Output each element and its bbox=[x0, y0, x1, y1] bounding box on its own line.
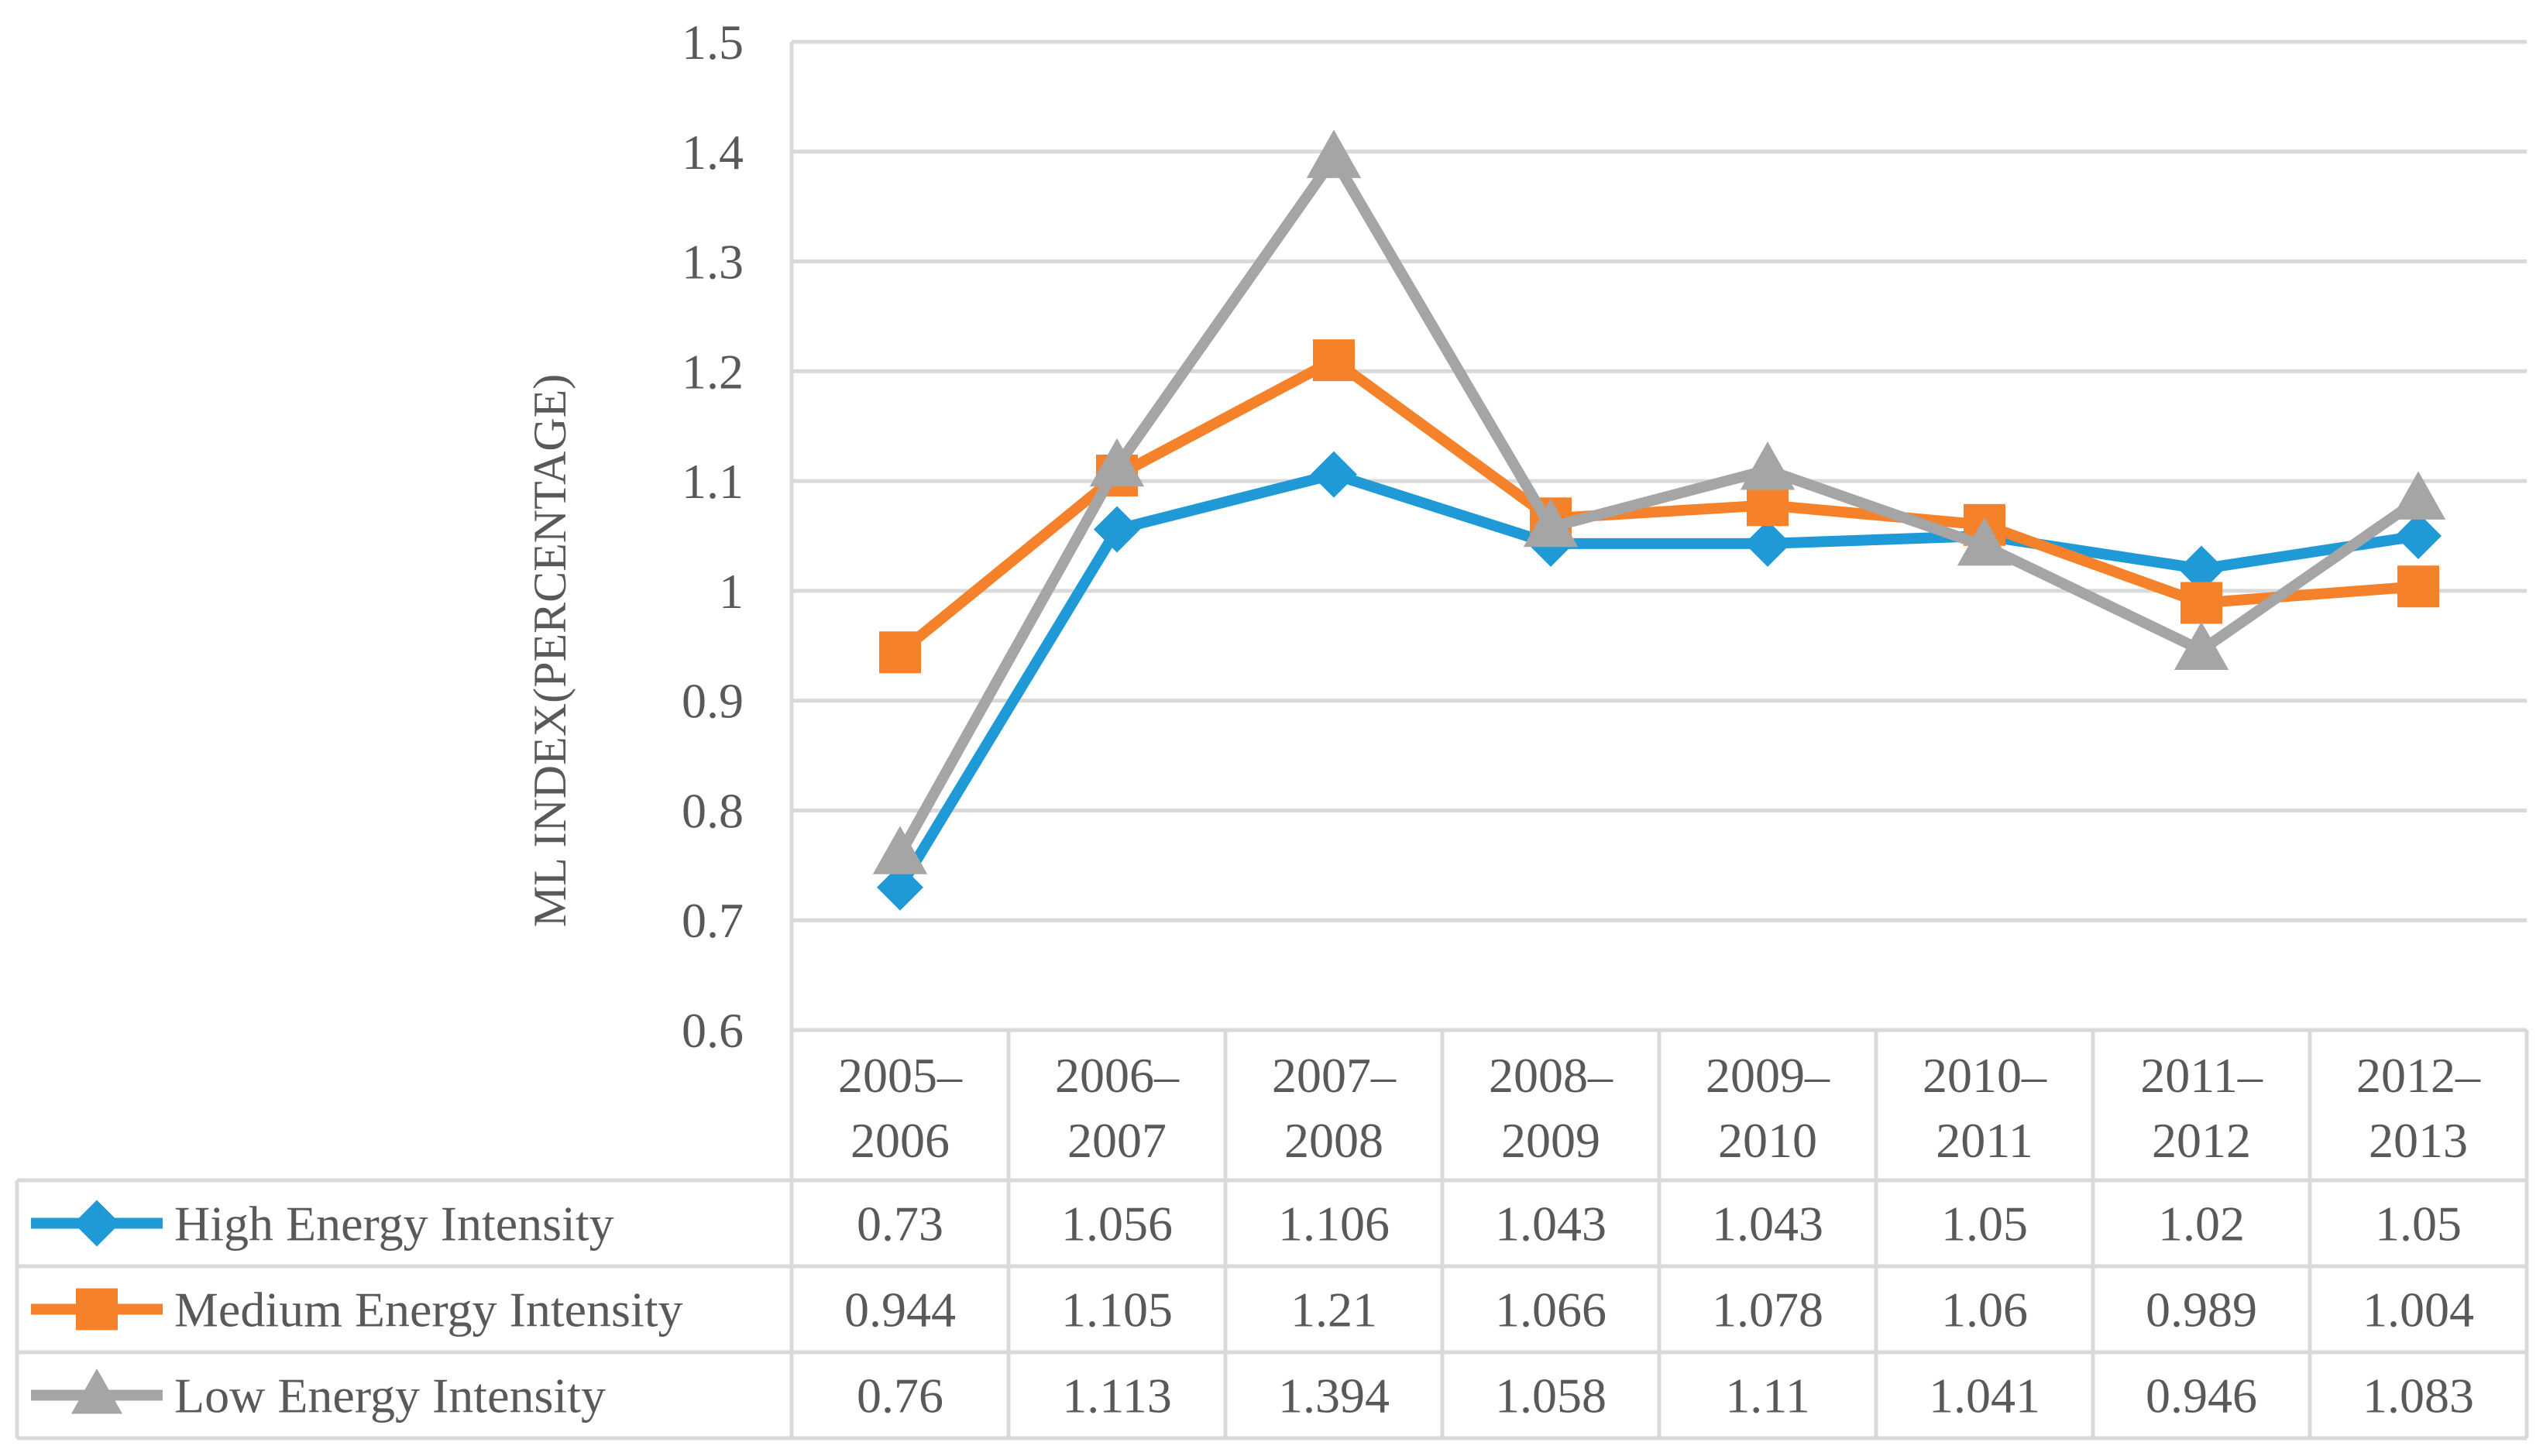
data-point-square bbox=[1313, 339, 1355, 382]
data-point-triangle bbox=[2174, 621, 2229, 671]
data-point-diamond bbox=[1311, 451, 1357, 498]
data-point-triangle bbox=[71, 1368, 122, 1414]
data-point-diamond bbox=[877, 864, 923, 911]
y-tick-label: 0.6 bbox=[682, 1003, 744, 1058]
y-tick-label: 1.1 bbox=[682, 454, 744, 509]
gridlines bbox=[789, 39, 2527, 1032]
table-value-cell: 1.105 bbox=[1061, 1283, 1173, 1338]
series-low-energy-intensity bbox=[872, 129, 2446, 874]
table-value-cell: 0.944 bbox=[844, 1283, 956, 1338]
legend-entry: Low Energy Intensity bbox=[31, 1368, 606, 1423]
table-value-cell: 1.043 bbox=[1712, 1197, 1823, 1252]
table-value-cell: 1.05 bbox=[2375, 1197, 2462, 1252]
category-label: 2011– 2012 bbox=[2140, 1048, 2263, 1168]
table-value-cell: 1.05 bbox=[1941, 1197, 2028, 1252]
table-value-cell: 1.02 bbox=[2158, 1197, 2245, 1252]
table-value-cell: 0.73 bbox=[857, 1197, 943, 1252]
table-value-cell: 1.106 bbox=[1278, 1197, 1390, 1252]
category-label: 2007– 2008 bbox=[1272, 1048, 1397, 1168]
data-table: 2005– 2006 2006– 2007 2007– 2008 2008– 2009 2009… bbox=[15, 1028, 2529, 1441]
series-high-energy-intensity bbox=[877, 451, 2442, 911]
table-value-cell: 1.041 bbox=[1929, 1368, 2040, 1423]
data-point-diamond bbox=[74, 1200, 120, 1247]
table-value-cell: 1.004 bbox=[2363, 1283, 2474, 1338]
table-value-cell: 1.113 bbox=[1062, 1368, 1172, 1423]
y-tick-label: 1.2 bbox=[682, 344, 744, 399]
data-point-triangle bbox=[1306, 129, 1362, 178]
data-point-triangle bbox=[1523, 498, 1579, 548]
series-line bbox=[896, 355, 2419, 657]
y-tick-label: 1 bbox=[719, 564, 744, 619]
table-value-cell: 1.058 bbox=[1495, 1368, 1607, 1423]
table-value-cell: 1.394 bbox=[1278, 1368, 1390, 1423]
y-tick-label: 0.7 bbox=[682, 893, 744, 948]
data-point-triangle bbox=[1957, 517, 2012, 566]
table-value-cell: 1.078 bbox=[1712, 1283, 1823, 1338]
table-value-cell: 0.76 bbox=[857, 1368, 943, 1423]
table-value-cell: 1.06 bbox=[1941, 1283, 2028, 1338]
legend-label: Medium Energy Intensity bbox=[174, 1283, 683, 1338]
y-axis-label: ML INDEX(PERCENTAGE) bbox=[524, 374, 576, 928]
legend-entry: High Energy Intensity bbox=[31, 1197, 614, 1252]
legend-label: Low Energy Intensity bbox=[174, 1368, 606, 1423]
data-point-square bbox=[2397, 565, 2439, 608]
y-tick-label: 1.3 bbox=[682, 235, 744, 290]
table-value-cell: 1.056 bbox=[1061, 1197, 1173, 1252]
series-line bbox=[895, 153, 2421, 857]
table-value-cell: 1.11 bbox=[1725, 1368, 1810, 1423]
data-point-diamond bbox=[1094, 506, 1140, 553]
y-tick-label: 1.4 bbox=[682, 125, 744, 180]
table-value-cell: 0.946 bbox=[2146, 1368, 2257, 1423]
data-point-triangle bbox=[872, 826, 928, 874]
series-medium-energy-intensity bbox=[879, 339, 2439, 674]
y-axis-ticks: 0.6 0.7 0.8 0.9 1 1.1 1.2 1.3 1.4 1.5 bbox=[682, 15, 744, 1058]
series-line bbox=[895, 469, 2420, 891]
data-point-diamond bbox=[2395, 513, 2442, 559]
data-point-square bbox=[76, 1288, 118, 1331]
category-label: 2008– 2009 bbox=[1489, 1048, 1613, 1168]
table-value-cell: 0.989 bbox=[2146, 1283, 2257, 1338]
data-point-square bbox=[2180, 582, 2222, 624]
legend-entry: Medium Energy Intensity bbox=[31, 1283, 683, 1338]
data-point-triangle bbox=[2390, 471, 2446, 520]
y-tick-label: 1.5 bbox=[682, 15, 744, 70]
table-value-cell: 1.21 bbox=[1290, 1283, 1377, 1338]
data-point-square bbox=[1747, 484, 1789, 527]
table-value-cell: 1.083 bbox=[2363, 1368, 2474, 1423]
category-label: 2012– 2013 bbox=[2356, 1048, 2481, 1168]
y-tick-label: 0.8 bbox=[682, 783, 744, 838]
data-point-triangle bbox=[1089, 438, 1145, 487]
table-value-cell: 1.043 bbox=[1495, 1197, 1607, 1252]
data-point-triangle bbox=[1740, 441, 1796, 490]
series-lines bbox=[872, 129, 2446, 911]
y-tick-label: 0.9 bbox=[682, 674, 744, 729]
category-label: 2009– 2010 bbox=[1706, 1048, 1830, 1168]
category-label: 2006– 2007 bbox=[1055, 1048, 1180, 1168]
legend-label: High Energy Intensity bbox=[174, 1197, 614, 1252]
data-point-diamond bbox=[1744, 520, 1791, 567]
table-value-cell: 1.066 bbox=[1495, 1283, 1607, 1338]
data-point-diamond bbox=[2178, 545, 2225, 592]
category-label: 2010– 2011 bbox=[1923, 1048, 2047, 1168]
data-point-square bbox=[879, 631, 921, 674]
category-label: 2005– 2006 bbox=[838, 1048, 963, 1168]
